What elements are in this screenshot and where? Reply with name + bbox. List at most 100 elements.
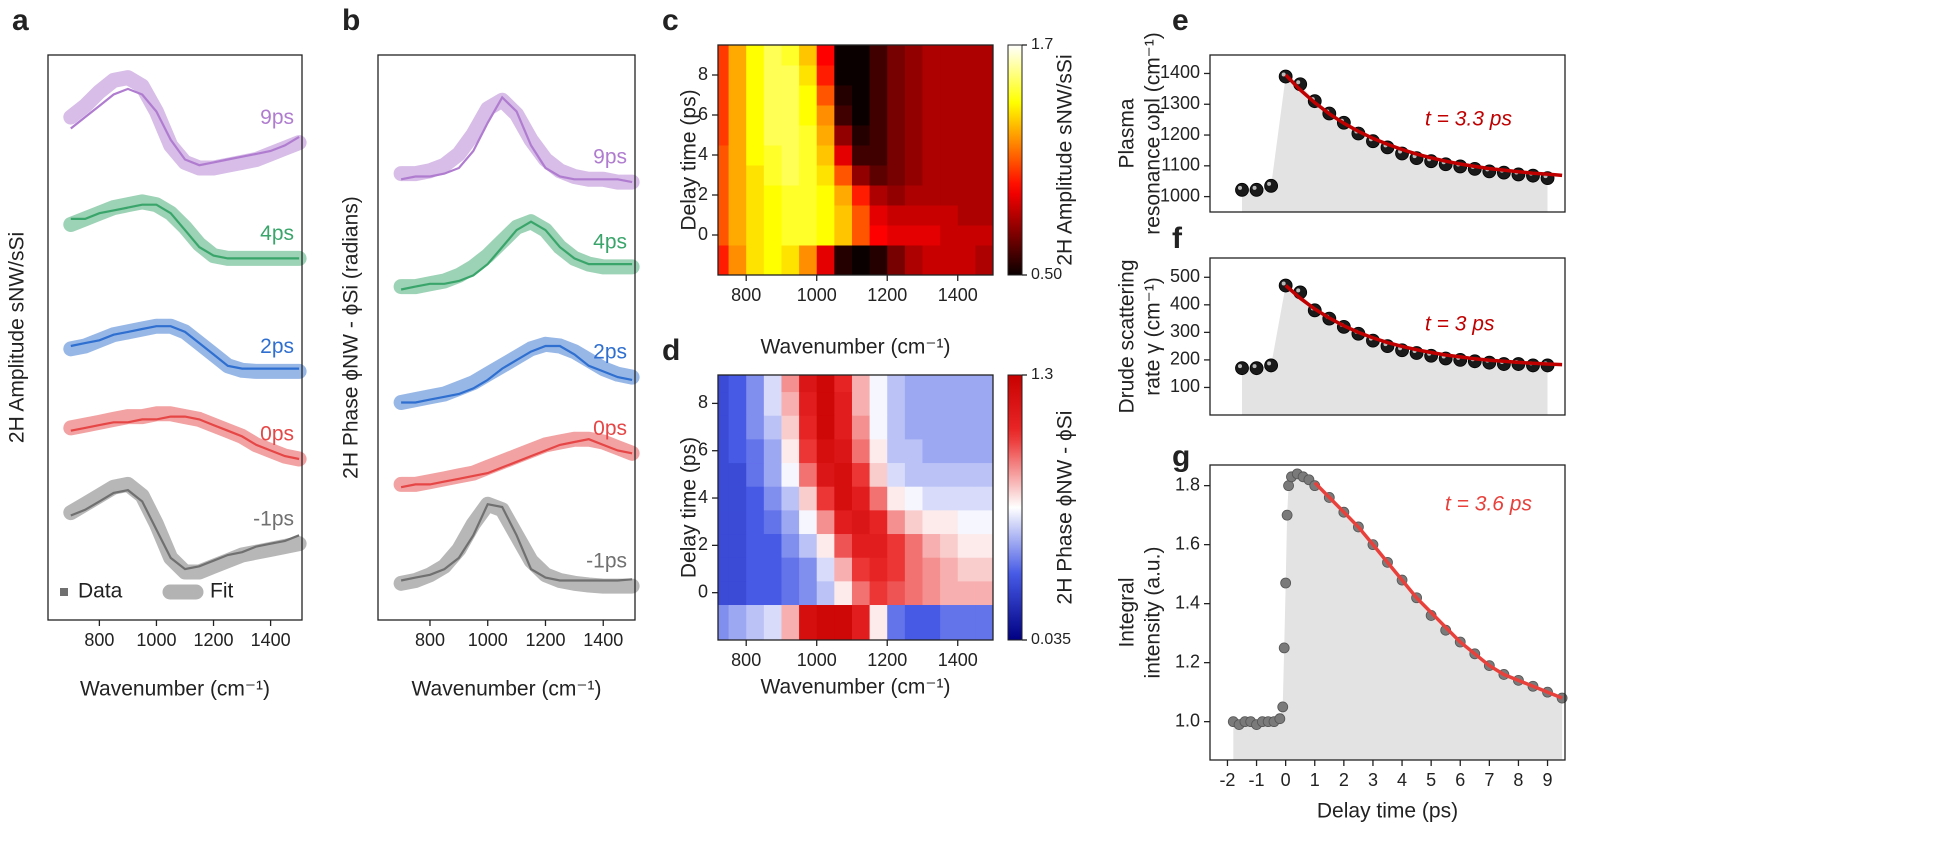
- y-tick-label: 200: [1170, 349, 1200, 369]
- data-line: [70, 203, 300, 260]
- heatmap-cell: [728, 604, 747, 641]
- heatmap-cell: [940, 391, 959, 416]
- data-line: [70, 488, 300, 571]
- heatmap-cell: [799, 185, 818, 206]
- y-axis-label: Plasma: [1116, 98, 1139, 168]
- heatmap-cell: [728, 105, 747, 126]
- heatmap-cell: [728, 391, 747, 416]
- annotation: t = 3 ps: [1425, 313, 1495, 336]
- series-label: 4ps: [593, 230, 627, 253]
- heatmap-cell: [834, 391, 853, 416]
- heatmap-cell: [816, 145, 835, 166]
- heatmap-cell: [834, 85, 853, 106]
- heatmap-cell: [834, 533, 853, 558]
- heatmap-cell: [940, 604, 959, 641]
- heatmap-cell: [869, 438, 888, 464]
- heatmap-cell: [940, 85, 959, 106]
- heatmap-cell: [851, 165, 871, 186]
- heatmap-cell: [781, 604, 800, 641]
- heatmap-cell: [869, 375, 888, 393]
- heatmap-cell: [851, 533, 871, 558]
- heatmap-cell: [851, 65, 871, 86]
- panel-letter: d: [662, 334, 680, 367]
- y-tick-label: 1300: [1160, 93, 1200, 113]
- y-tick-label: 0: [698, 224, 708, 244]
- heatmap-cell: [922, 105, 941, 126]
- heatmap-cell: [904, 105, 923, 126]
- x-tick-label: 5: [1426, 770, 1436, 790]
- heatmap-cell: [799, 375, 818, 393]
- heatmap-cell: [922, 557, 941, 582]
- heatmap-cell: [781, 105, 800, 126]
- heatmap-cell: [957, 245, 976, 276]
- data-point: [1264, 178, 1279, 193]
- data-line: [400, 95, 633, 184]
- heatmap-cell: [887, 185, 906, 206]
- panel-letter: g: [1172, 440, 1190, 473]
- data-point: [1280, 577, 1292, 589]
- heatmap-cell: [816, 245, 835, 276]
- heatmap-cell: [799, 85, 818, 106]
- heatmap-cell: [816, 486, 835, 511]
- heatmap-cell: [887, 65, 906, 86]
- heatmap-cell: [975, 509, 994, 535]
- heatmap-cell: [887, 205, 906, 226]
- heatmap-cell: [957, 486, 976, 511]
- heatmap-cell: [799, 125, 818, 146]
- heatmap-cell: [869, 225, 888, 246]
- heatmap-cell: [940, 105, 959, 126]
- heatmap-cell: [763, 125, 782, 146]
- heatmap-cell: [746, 205, 765, 226]
- data-line: [400, 502, 633, 582]
- y-tick-label: 300: [1170, 321, 1200, 341]
- legend-label: Fit: [210, 580, 233, 603]
- heatmap-cell: [957, 165, 976, 186]
- heatmap-cell: [763, 165, 782, 186]
- heatmap-cell: [816, 557, 835, 582]
- y-tick-label: 1.8: [1175, 474, 1200, 494]
- x-tick-label: 800: [415, 630, 445, 650]
- heatmap-cell: [746, 225, 765, 246]
- heatmap-cell: [940, 225, 959, 246]
- y-axis-label: 2H Amplitude sNW/sSi: [6, 232, 29, 443]
- heatmap-cell: [975, 486, 994, 511]
- heatmap-cell: [869, 105, 888, 126]
- heatmap-cell: [904, 375, 923, 393]
- heatmap-cell: [887, 245, 906, 276]
- heatmap-cell: [799, 415, 818, 440]
- series-label: 0ps: [593, 417, 627, 440]
- heatmap-cell: [869, 125, 888, 146]
- heatmap-cell: [940, 45, 959, 66]
- heatmap-cell: [781, 65, 800, 86]
- heatmap-cell: [781, 145, 800, 166]
- heatmap-cell: [746, 509, 765, 535]
- heatmap-cell: [799, 486, 818, 511]
- y-axis-label: Integral: [1116, 577, 1139, 647]
- heatmap-cell: [781, 245, 800, 276]
- heatmap-cell: [718, 45, 730, 66]
- x-axis-label: Delay time (ps): [1317, 800, 1458, 823]
- y-tick-label: 6: [698, 104, 708, 124]
- series-label: 2ps: [593, 341, 627, 364]
- x-tick-label: 1200: [867, 650, 907, 670]
- panel: b 9ps 4ps 2ps 0ps -1ps 800 1000 1200 1400 Wavenumb…: [340, 4, 640, 701]
- plot-frame: [1209, 54, 1566, 213]
- point-highlight: [1281, 72, 1286, 77]
- heatmap-cell: [922, 245, 941, 276]
- heatmap-cell: [851, 45, 871, 66]
- heatmap-cell: [834, 205, 853, 226]
- heatmap-cell: [851, 185, 871, 206]
- heatmap-cell: [763, 391, 782, 416]
- heatmap-cell: [887, 85, 906, 106]
- heatmap-cell: [781, 391, 800, 416]
- fit-band: [63, 70, 307, 176]
- heatmap-cell: [869, 205, 888, 226]
- heatmap-cell: [834, 225, 853, 246]
- heatmap-cell: [718, 604, 730, 641]
- fit-line: [1284, 73, 1563, 178]
- x-tick-label: -2: [1219, 770, 1235, 790]
- heatmap-cell: [957, 205, 976, 226]
- heatmap-cell: [816, 125, 835, 146]
- heatmap-cell: [763, 438, 782, 464]
- heatmap-cell: [816, 580, 835, 606]
